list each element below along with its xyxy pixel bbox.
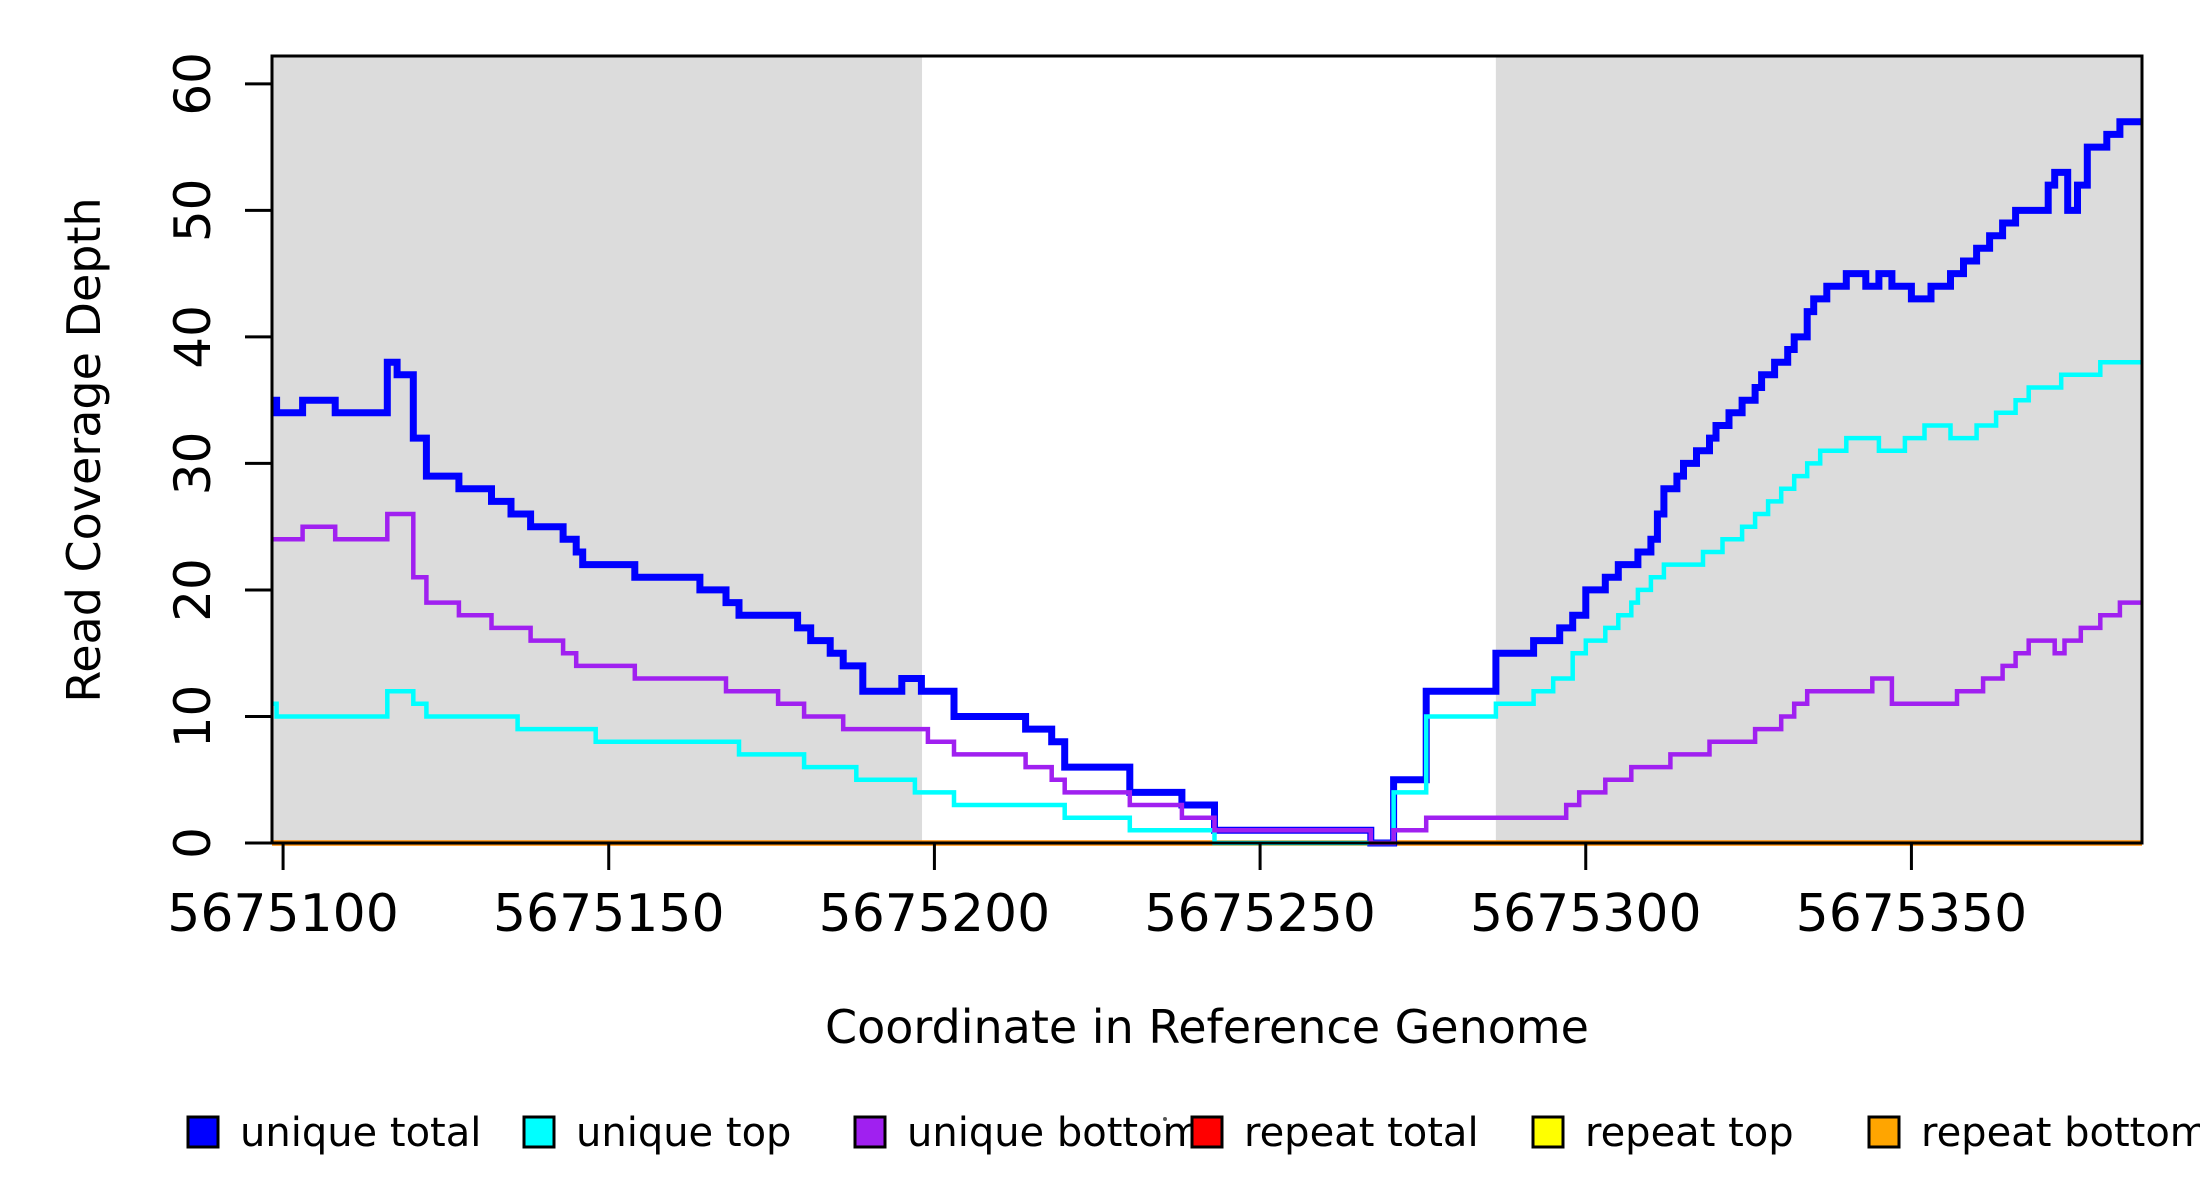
y-tick-label: 40 [164,305,222,369]
legend-label: repeat total [1244,1110,1479,1156]
legend-item-unique-top: unique top [522,1110,791,1156]
legend-swatch [1867,1115,1901,1149]
y-tick-label: 50 [164,179,222,243]
y-tick-label: 20 [164,558,222,622]
y-axis-title: Read Coverage Depth [57,197,111,702]
shaded-regions [272,56,2142,843]
legend-item-unique-bottom: unique bottom [853,1110,1202,1156]
legend-label: unique total [240,1110,481,1156]
legend-swatch [1190,1115,1224,1149]
legend-swatch [522,1115,556,1149]
series-unique-top [272,359,2142,846]
legend: unique total unique top unique bottom repea… [186,1110,2200,1156]
legend-label: unique top [576,1110,791,1156]
x-tick-label: 5675250 [1144,884,1376,944]
x-tick-label: 5675200 [819,884,1051,944]
legend-item-repeat-total: repeat total [1190,1110,1479,1156]
legend-label: repeat bottom [1921,1110,2200,1156]
legend-item-repeat-bottom: repeat bottom [1867,1110,2200,1156]
series-unique-total [272,118,2142,847]
y-tick-label: 60 [164,52,222,116]
legend-swatch [1531,1115,1565,1149]
x-axis-title: Coordinate in Reference Genome [825,1000,1589,1054]
y-tick-label: 30 [164,432,222,496]
legend-item-repeat-top: repeat top [1531,1110,1794,1156]
x-tick-label: 5675300 [1470,884,1702,944]
legend-label: repeat top [1585,1110,1794,1156]
legend-swatch [853,1115,887,1149]
x-tick-label: 5675150 [493,884,725,944]
x-tick-label: 5675350 [1796,884,2028,944]
legend-label: unique bottom [907,1110,1202,1156]
shaded-region [272,56,923,843]
axes: 5675100 5675150 5675200 5675250 5675300 56753… [164,52,2144,944]
legend-swatch [186,1115,220,1149]
legend-item-unique-total: unique total [186,1110,481,1156]
y-tick-label: 0 [164,827,222,859]
stray-dot-artifact [1163,1117,1167,1121]
y-tick-label: 10 [164,685,222,749]
plot-border [270,54,2144,845]
x-tick-label: 5675100 [167,884,399,944]
